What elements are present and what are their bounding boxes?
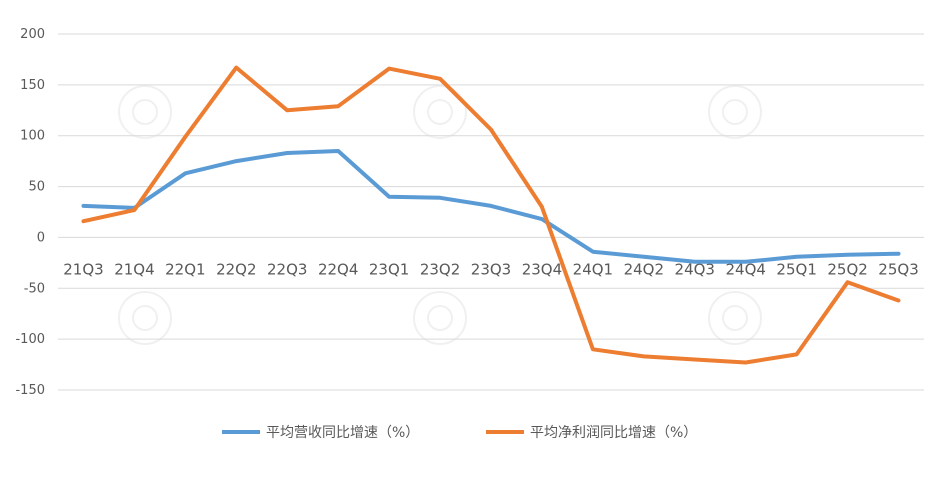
series-line-1 [81,149,901,264]
watermark-badge [118,85,172,139]
watermark-badge [413,291,467,345]
legend: 平均营收同比增速（%） 平均净利润同比增速（%） [222,425,697,441]
x-tick-label: 24Q4 [725,260,765,278]
x-tick-label: 21Q4 [114,260,154,278]
x-tick-label: 21Q3 [63,260,103,278]
x-tick-label: 25Q3 [878,260,918,278]
x-tick-label: 25Q1 [776,260,816,278]
x-tick-label: 22Q4 [318,260,358,278]
watermark-badge [118,291,172,345]
x-tick-label: 24Q2 [624,260,664,278]
watermark-badge [413,85,467,139]
x-tick-label: 23Q4 [522,260,562,278]
legend-label: 平均净利润同比增速（%） [530,425,697,441]
y-axis: 200 150 100 50 0 -50 -100 -150 [15,27,45,398]
y-tick-label: -150 [15,383,45,398]
x-tick-label: 22Q3 [267,260,307,278]
x-tick-label: 22Q2 [216,260,256,278]
x-tick-label: 24Q1 [573,260,613,278]
x-tick-label: 23Q2 [420,260,460,278]
y-tick-label: -100 [15,332,45,347]
watermark-badge [708,85,762,139]
x-tick-label: 23Q3 [471,260,511,278]
x-tick-label: 22Q1 [165,260,205,278]
y-tick-label: 150 [20,78,45,93]
x-tick-label: 25Q2 [827,260,867,278]
legend-item: 平均营收同比增速（%） [222,425,419,441]
watermark-layer [118,85,762,345]
y-tick-label: 50 [28,180,45,195]
series-line-2 [81,65,901,365]
y-tick-label: 100 [20,129,45,144]
y-tick-label: 200 [20,27,45,42]
series-layer [81,65,901,365]
x-tick-label: 24Q3 [675,260,715,278]
legend-item: 平均净利润同比增速（%） [486,425,697,441]
y-tick-label: -50 [24,281,45,296]
watermark-badge [708,291,762,345]
x-tick-label: 23Q1 [369,260,409,278]
legend-label: 平均营收同比增速（%） [266,425,419,441]
grid-lines [58,33,924,391]
y-tick-label: 0 [37,230,45,245]
x-axis: 21Q3 21Q4 22Q1 22Q2 22Q3 22Q4 23Q1 23Q2 23Q3 23Q4… [63,260,918,278]
